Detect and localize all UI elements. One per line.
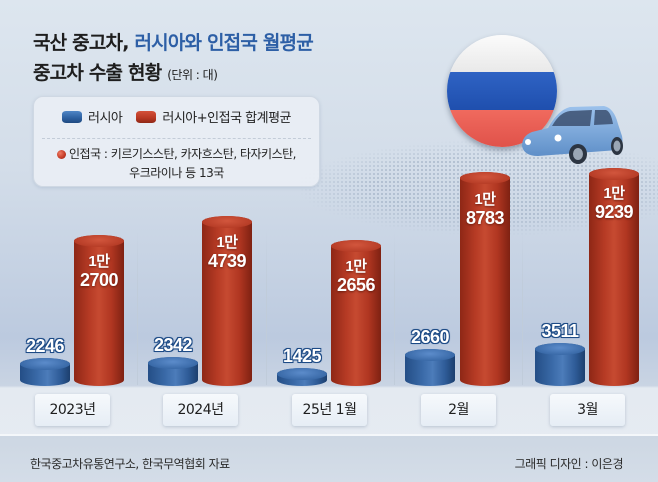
column-divider (266, 230, 267, 385)
bar-russia-2023 (20, 358, 70, 386)
legend-label: 러시아+인접국 합계평균 (162, 111, 291, 126)
legend-note: 인접국 : 키르기스스탄, 카자흐스탄, 타자키스탄, 우크라이나 등 13국 (34, 145, 319, 183)
bar-total-2025-jan (331, 240, 381, 386)
bar-russia-2024 (148, 357, 198, 386)
bar-russia-feb (405, 349, 455, 386)
value-russia-mar: 3511 (541, 321, 579, 341)
note-line-2: 우크라이나 등 13국 (129, 166, 224, 180)
bar-total-mar (589, 168, 639, 386)
chart-subtitle: 중고차 수출 현황 (단위 : 대) (33, 58, 218, 85)
value-total-mar: 1만 9239 (594, 185, 634, 222)
value-total-feb: 1만 8783 (465, 191, 505, 228)
value-russia-feb: 2660 (410, 327, 450, 347)
credit-text: 그래픽 디자인 : 이은경 (514, 457, 624, 471)
footer-separator (0, 434, 658, 436)
note-line-1: 인접국 : 키르기스스탄, 카자흐스탄, 타자키스탄, (68, 147, 297, 161)
column-divider (522, 230, 523, 385)
bar-russia-mar (535, 343, 585, 386)
value-russia-2025-jan: 1425 (282, 346, 322, 366)
value-total-2024: 1만 4739 (207, 234, 247, 271)
unit-label: (단위 : 대) (167, 68, 218, 82)
value-russia-2023: 2246 (25, 336, 65, 356)
legend-item-total: 러시아+인접국 합계평균 (136, 107, 291, 126)
value-total-2023: 1만 2700 (79, 253, 119, 290)
bar-total-2024 (202, 216, 252, 386)
value-total-2025-jan: 1만 2656 (336, 258, 376, 295)
bullet-icon (56, 150, 66, 159)
source-text: 한국중고차유통연구소, 한국무역협회 자료 (30, 457, 230, 471)
title-highlight: 러시아와 인접국 월평균 (134, 32, 313, 54)
column-divider (137, 230, 138, 385)
bar-total-feb (460, 172, 510, 386)
column-divider (394, 230, 395, 385)
legend-box: 러시아 러시아+인접국 합계평균 인접국 : 키르기스스탄, 카자흐스탄, 타자… (33, 96, 320, 187)
x-label-2025-jan: 25년 1월 (292, 394, 367, 426)
legend-divider (42, 138, 311, 139)
value-russia-2024: 2342 (153, 335, 193, 355)
title-part-1: 국산 중고차, (33, 32, 135, 54)
x-label-mar: 3월 (550, 394, 625, 426)
legend-label: 러시아 (87, 111, 123, 126)
x-label-feb: 2월 (421, 394, 496, 426)
bar-total-2023 (74, 235, 124, 386)
car-icon (522, 106, 623, 164)
legend-item-russia: 러시아 (61, 107, 123, 126)
footer-bar (0, 436, 658, 482)
chart-title: 국산 중고차, 러시아와 인접국 월평균 (33, 28, 314, 55)
x-label-2024: 2024년 (163, 394, 238, 426)
red-cylinder-icon (136, 110, 157, 123)
bar-russia-2025-jan (277, 368, 327, 386)
x-label-2023: 2023년 (35, 394, 110, 426)
subtitle-text: 중고차 수출 현황 (33, 62, 168, 84)
blue-cylinder-icon (61, 110, 82, 123)
